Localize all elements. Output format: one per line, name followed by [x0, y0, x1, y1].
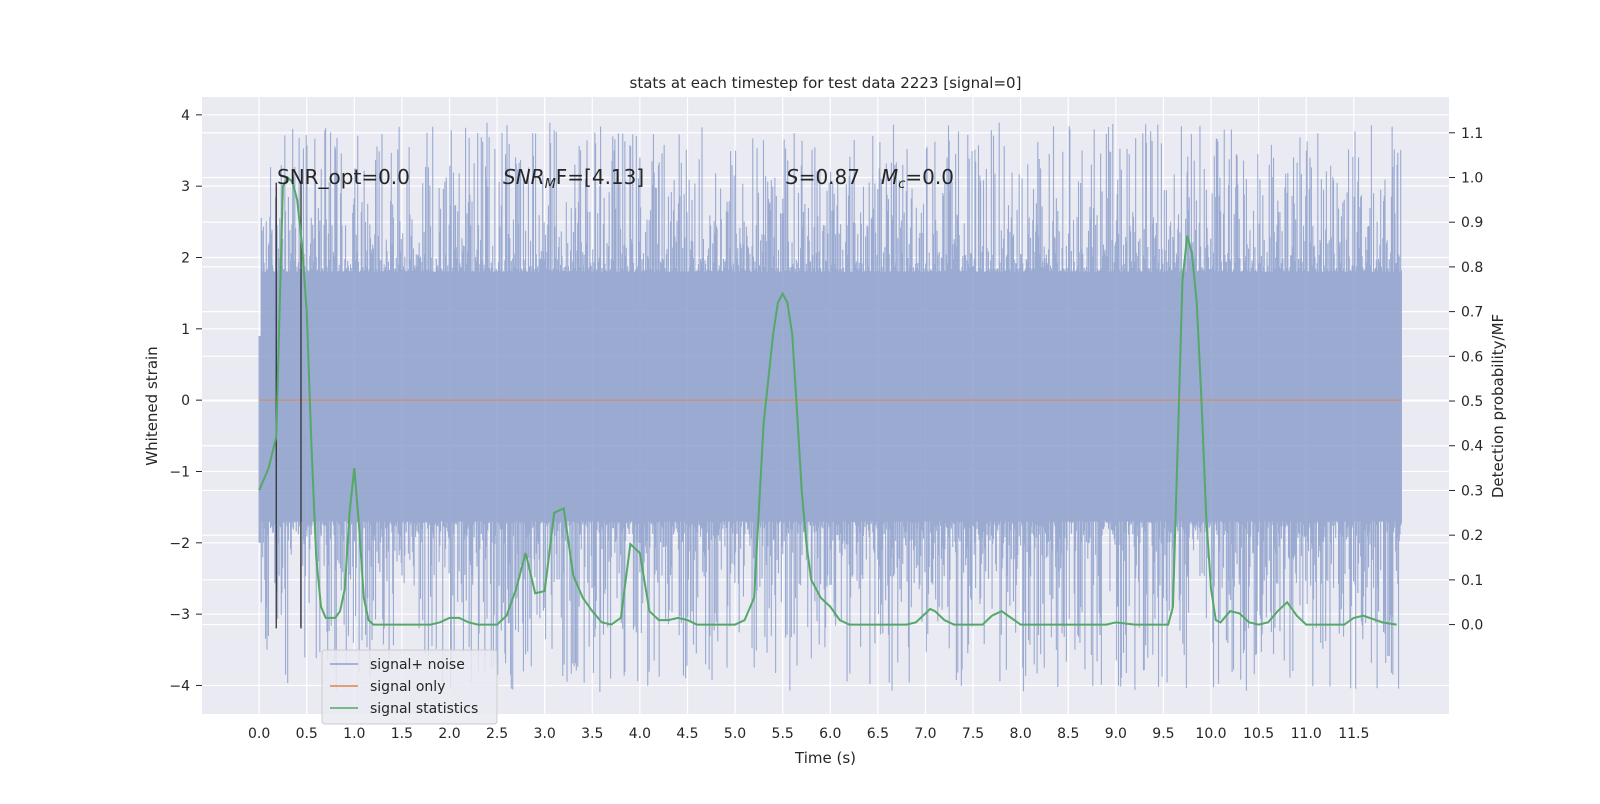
y-tick-labels: 4 3 2 1 0 −1 −2 −3 −4 — [169, 108, 202, 694]
x-tick-label: 9.5 — [1152, 726, 1174, 742]
statistics-line — [258, 175, 1397, 626]
s-label: S — [786, 165, 799, 189]
x-tick-label: 3.0 — [534, 726, 556, 742]
legend: signal+ noise signal only signal statist… — [321, 649, 498, 725]
y-right-tick-label: 1.0 — [1461, 170, 1483, 186]
x-tick-label: 7.5 — [962, 726, 984, 742]
mc-sub: c — [898, 177, 905, 192]
x-tick-label: 7.0 — [914, 726, 936, 742]
x-tick-label: 5.5 — [772, 726, 794, 742]
x-tick-label: 6.0 — [819, 726, 841, 742]
legend-label-noise: signal+ noise — [370, 657, 465, 673]
snr-mf-rest: F=[4.13] — [556, 165, 644, 189]
annotation-s: S=0.87 — [786, 165, 860, 189]
x-tick-label: 10.5 — [1243, 726, 1274, 742]
y-right-tick-label: 0.8 — [1461, 260, 1483, 276]
x-tick-label: 0.5 — [296, 726, 318, 742]
y-tick-label: 0 — [181, 393, 190, 409]
x-tick-label: 6.5 — [867, 726, 889, 742]
snr-mf-base: SNR — [503, 165, 545, 189]
x-tick-labels: 0.0 0.5 1.0 1.5 2.0 2.5 3.0 3.5 4.0 4.5 5.0 5.5 6.0 6… — [248, 726, 1369, 742]
x-tick-label: 8.0 — [1010, 726, 1032, 742]
legend-box — [321, 649, 498, 725]
x-tick-label: 1.0 — [343, 726, 365, 742]
legend-label-signal-only: signal only — [370, 679, 445, 695]
x-tick-label: 9.0 — [1105, 726, 1127, 742]
y-right-tick-label: 0.6 — [1461, 349, 1483, 365]
x-tick-label: 4.5 — [676, 726, 698, 742]
annotation-mc: Mc=0.0 — [881, 165, 954, 192]
y-right-tick-label: 0.4 — [1461, 439, 1483, 455]
x-tick-label: 1.5 — [391, 726, 413, 742]
y-tick-label: 3 — [181, 179, 190, 195]
y-right-tick-label: 0.2 — [1461, 528, 1483, 544]
mc-base: M — [881, 165, 898, 189]
x-tick-label: 10.0 — [1195, 726, 1226, 742]
y-tick-label: −4 — [169, 678, 190, 694]
x-tick-label: 11.0 — [1291, 726, 1322, 742]
y-right-tick-label: 1.1 — [1461, 126, 1483, 142]
y-tick-label: 4 — [181, 108, 190, 124]
annotation-snr-opt: SNR_opt=0.0 — [277, 165, 410, 189]
y-tick-label: −3 — [169, 607, 190, 623]
mc-value: =0.0 — [905, 165, 954, 189]
x-axis-label: Time (s) — [794, 749, 856, 767]
y-tick-label: 2 — [181, 250, 190, 266]
y-right-tick-label: 0.1 — [1461, 573, 1483, 589]
s-value: =0.87 — [799, 165, 860, 189]
y-right-tick-label: 0.5 — [1461, 394, 1483, 410]
y-right-tick-label: 0.3 — [1461, 483, 1483, 499]
y-axis-label: Whitened strain — [143, 346, 161, 465]
x-tick-label: 2.0 — [438, 726, 460, 742]
x-tick-label: 2.5 — [486, 726, 508, 742]
x-tick-label: 4.0 — [629, 726, 651, 742]
y-tick-label: −2 — [169, 536, 190, 552]
y-right-tick-label: 0.7 — [1461, 305, 1483, 321]
snr-mf-sub: M — [545, 177, 556, 192]
y-tick-label: 1 — [181, 322, 190, 338]
chart-title: stats at each timestep for test data 222… — [630, 74, 1022, 92]
x-tick-label: 8.5 — [1057, 726, 1079, 742]
y-right-axis-label: Detection probability/MF — [1489, 314, 1507, 498]
y-tick-label: −1 — [169, 464, 190, 480]
x-tick-label: 0.0 — [248, 726, 270, 742]
legend-label-statistics: signal statistics — [370, 701, 478, 717]
annotation-snr-mf: SNRMF=[4.13] — [503, 165, 644, 192]
y-right-tick-label: 0.0 — [1461, 618, 1483, 634]
y-right-tick-labels: 1.1 1.0 0.9 0.8 0.7 0.6 0.5 0.4 0.3 0.2 0.1 0.0 — [1449, 126, 1483, 634]
x-tick-label: 5.0 — [724, 726, 746, 742]
x-tick-label: 11.5 — [1338, 726, 1369, 742]
x-tick-label: 3.5 — [581, 726, 603, 742]
series-signal-statistics — [258, 175, 1397, 626]
y-right-tick-label: 0.9 — [1461, 215, 1483, 231]
